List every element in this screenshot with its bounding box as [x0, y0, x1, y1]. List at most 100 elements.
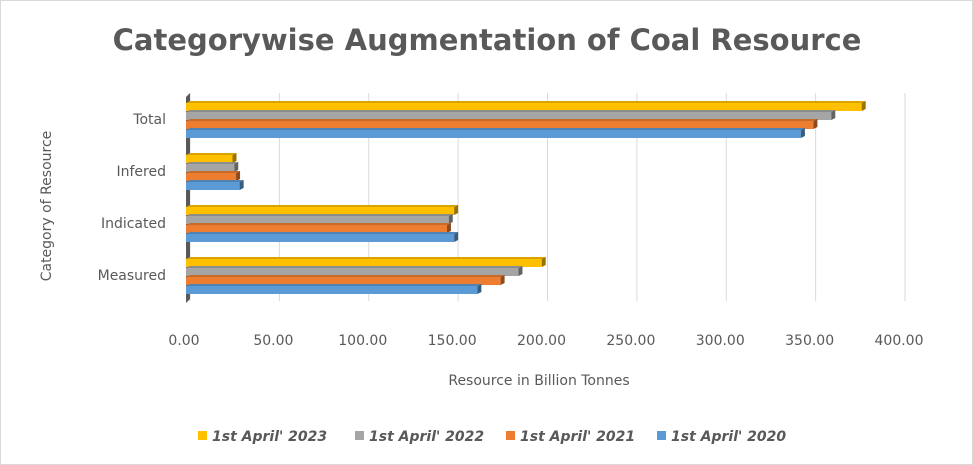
- x-tick-label: 50.00: [253, 333, 293, 349]
- bar-end-face: [831, 110, 836, 120]
- bar: [186, 171, 241, 181]
- bar-top-face: [186, 284, 482, 286]
- category-label: Infered: [117, 164, 167, 180]
- y-axis-label: Category of Resource: [39, 131, 55, 282]
- bar-top-face: [186, 119, 818, 121]
- bar: [186, 223, 451, 233]
- legend-swatch: [506, 431, 515, 440]
- bar-top-face: [186, 266, 523, 268]
- bar-end-face: [236, 171, 241, 181]
- bar-front-face: [186, 207, 455, 215]
- x-tick-labels: 0.00 50.00 100.00 150.00 200.00 250.00 300.00 3…: [168, 333, 923, 349]
- bar-end-face: [446, 223, 451, 233]
- bar-end-face: [232, 153, 237, 163]
- bar-end-face: [518, 266, 523, 276]
- legend-item: 1st April' 2020: [657, 429, 786, 445]
- bar-end-face: [813, 119, 818, 129]
- bar: [186, 205, 459, 215]
- bar: [186, 257, 546, 267]
- category-label: Indicated: [101, 216, 166, 232]
- bar-end-face: [477, 284, 482, 294]
- bar-front-face: [186, 130, 801, 138]
- bar-end-face: [541, 257, 546, 267]
- bar: [186, 153, 237, 163]
- legend-swatch: [198, 431, 207, 440]
- x-tick-label: 150.00: [428, 333, 477, 349]
- bar-front-face: [186, 225, 447, 233]
- bar: [186, 162, 239, 172]
- bar-top-face: [186, 257, 546, 259]
- bar-end-face: [454, 205, 459, 215]
- bar-top-face: [186, 153, 237, 155]
- bar: [186, 266, 523, 276]
- legend: 1st April' 2023 1st April' 2022 1st April'…: [198, 429, 786, 445]
- bar-top-face: [186, 205, 459, 207]
- legend-swatch: [355, 431, 364, 440]
- bar-end-face: [500, 275, 505, 285]
- bar-top-face: [186, 180, 244, 182]
- axis-wall-face: [186, 93, 190, 303]
- bar-top-face: [186, 223, 451, 225]
- legend-label: 1st April' 2022: [369, 429, 484, 445]
- bar-front-face: [186, 277, 501, 285]
- chart-title: Categorywise Augmentation of Coal Resour…: [113, 23, 862, 57]
- legend-label: 1st April' 2020: [671, 429, 786, 445]
- bar-front-face: [186, 268, 519, 276]
- bar-end-face: [239, 180, 244, 190]
- legend-item: 1st April' 2022: [355, 429, 484, 445]
- category-label: Measured: [98, 268, 166, 284]
- bar-front-face: [186, 259, 542, 267]
- legend-item: 1st April' 2023: [198, 429, 327, 445]
- legend-label: 1st April' 2023: [212, 429, 327, 445]
- bar: [186, 214, 453, 224]
- bar: [186, 284, 482, 294]
- x-tick-label: 300.00: [696, 333, 745, 349]
- bar-front-face: [186, 164, 235, 172]
- bar-end-face: [861, 101, 866, 111]
- bar: [186, 232, 459, 242]
- bar-top-face: [186, 128, 805, 130]
- bar-front-face: [186, 234, 455, 242]
- x-axis-label: Resource in Billion Tonnes: [448, 373, 629, 389]
- legend-item: 1st April' 2021: [506, 429, 635, 445]
- bar-top-face: [186, 110, 836, 112]
- bar: [186, 180, 244, 190]
- x-tick-label: 350.00: [785, 333, 834, 349]
- bar-front-face: [186, 121, 814, 129]
- legend-label: 1st April' 2021: [520, 429, 635, 445]
- bar-end-face: [448, 214, 453, 224]
- bar-top-face: [186, 214, 453, 216]
- bar-top-face: [186, 101, 866, 103]
- bar-front-face: [186, 112, 832, 120]
- bar: [186, 128, 805, 138]
- bar-end-face: [234, 162, 239, 172]
- category-labels: Measured Indicated Infered Total: [98, 112, 166, 284]
- x-tick-label: 250.00: [606, 333, 655, 349]
- axis-wall: [186, 93, 190, 303]
- bar: [186, 101, 866, 111]
- legend-swatch: [657, 431, 666, 440]
- bar-front-face: [186, 103, 862, 111]
- bar: [186, 275, 505, 285]
- category-label: Total: [132, 112, 166, 128]
- bar-front-face: [186, 182, 240, 190]
- x-tick-label: 0.00: [168, 333, 199, 349]
- bar-top-face: [186, 162, 239, 164]
- bar-front-face: [186, 173, 237, 181]
- bar-end-face: [800, 128, 805, 138]
- bar-front-face: [186, 286, 478, 294]
- bar-top-face: [186, 232, 459, 234]
- bar-top-face: [186, 171, 241, 173]
- bar-end-face: [454, 232, 459, 242]
- bar-top-face: [186, 275, 505, 277]
- x-tick-label: 200.00: [517, 333, 566, 349]
- bar: [186, 119, 818, 129]
- bars: [186, 101, 866, 294]
- bar-front-face: [186, 216, 449, 224]
- x-tick-label: 400.00: [875, 333, 924, 349]
- x-tick-label: 100.00: [338, 333, 387, 349]
- bar-front-face: [186, 155, 233, 163]
- bar: [186, 110, 836, 120]
